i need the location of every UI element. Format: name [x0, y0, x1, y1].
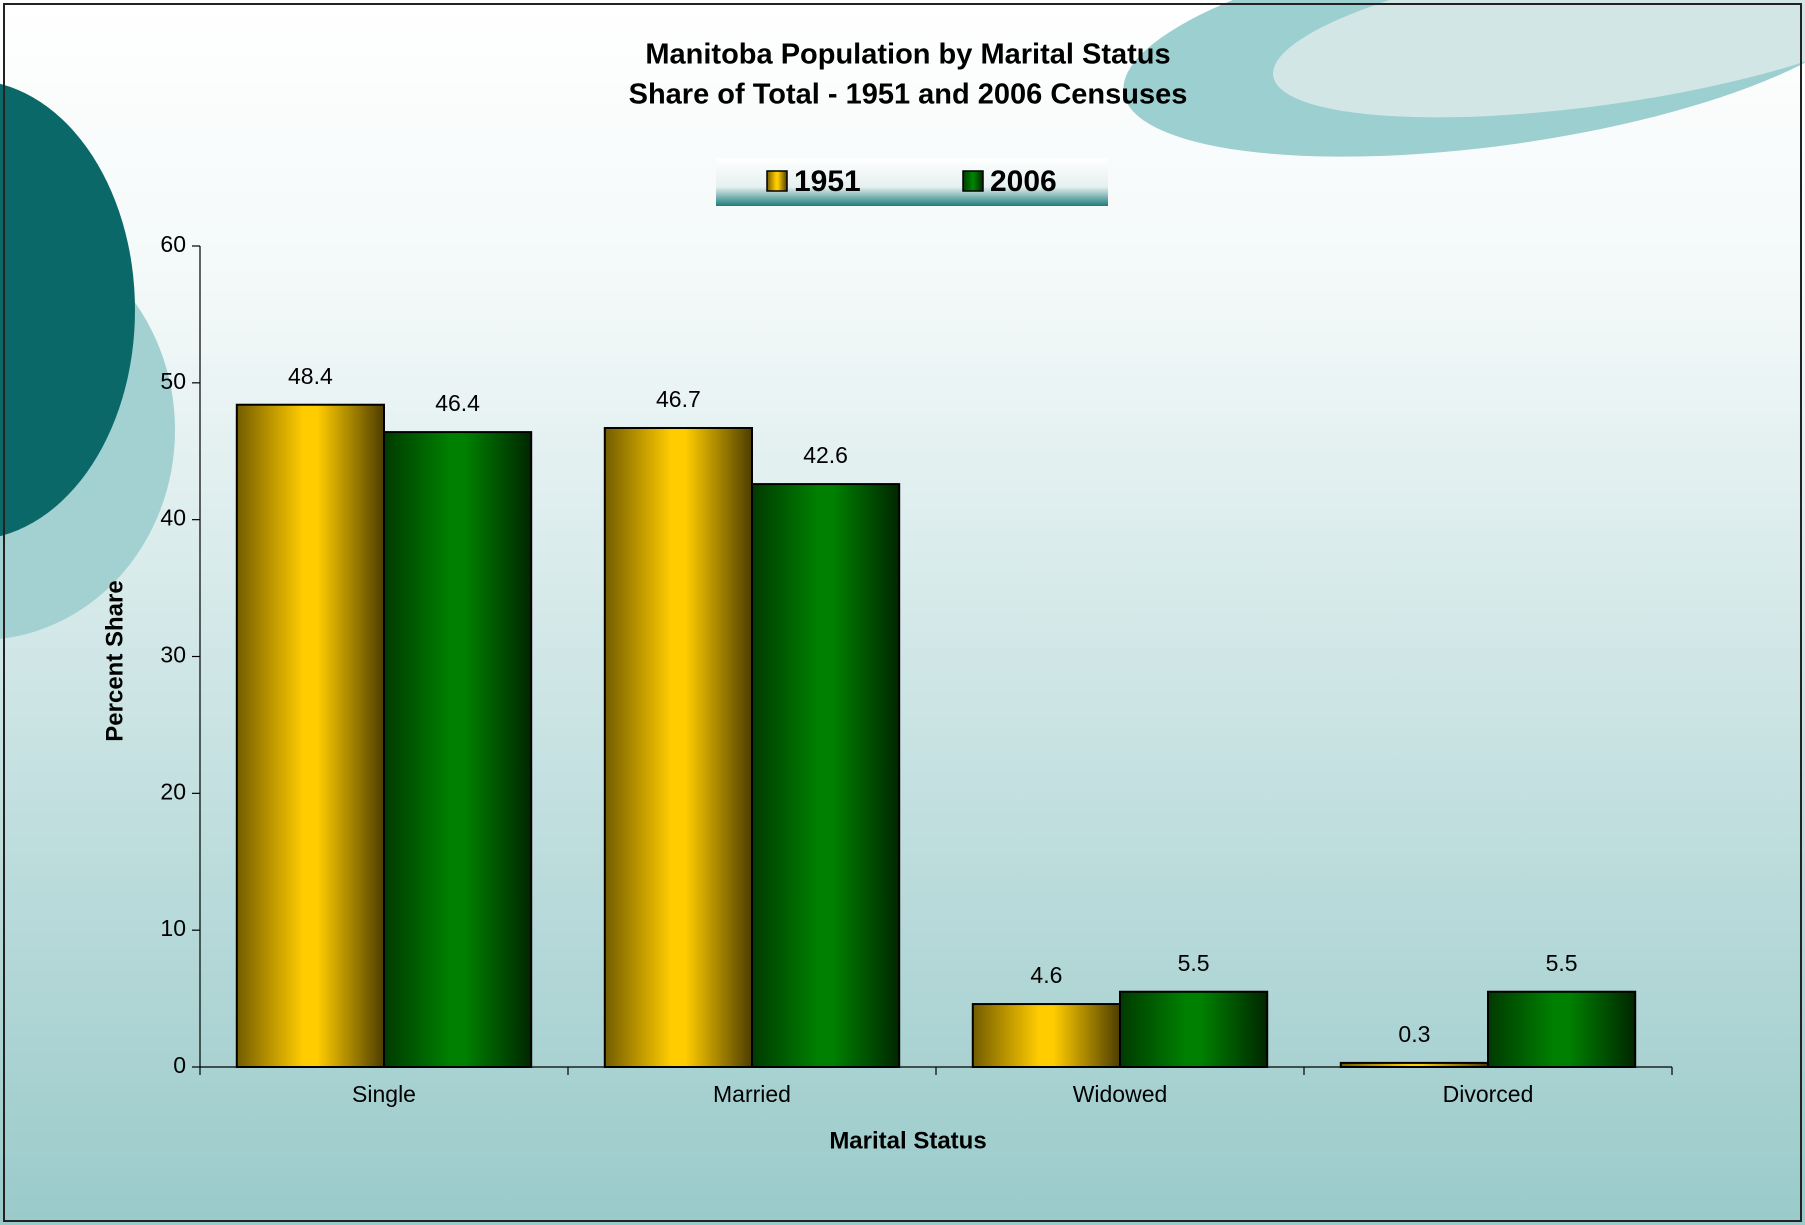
y-tick-label: 50 — [160, 368, 186, 394]
y-tick-label: 30 — [160, 642, 186, 668]
y-tick-label: 40 — [160, 505, 186, 531]
data-label: 5.5 — [1546, 950, 1578, 976]
data-label: 46.7 — [656, 386, 701, 412]
y-tick-label: 10 — [160, 915, 186, 941]
bar — [235, 403, 385, 1068]
y-tick-label: 0 — [173, 1052, 186, 1078]
legend-swatch — [766, 170, 788, 192]
bar — [1339, 1061, 1490, 1069]
x-tick-label: Widowed — [1073, 1081, 1168, 1107]
x-tick-label: Married — [713, 1081, 791, 1107]
y-axis-title: Percent Share — [101, 580, 128, 741]
bar — [971, 1003, 1121, 1068]
data-label: 42.6 — [803, 442, 848, 468]
bar — [603, 426, 753, 1068]
legend-label: 2006 — [990, 165, 1057, 198]
x-tick-label: Single — [352, 1081, 416, 1107]
x-axis-title: Marital Status — [829, 1127, 986, 1154]
decor — [1273, 0, 1805, 118]
chart-subtitle: Share of Total - 1951 and 2006 Censuses — [629, 79, 1188, 111]
frame — [3, 3, 1802, 1222]
y-tick-label: 60 — [160, 231, 186, 257]
data-label: 4.6 — [1030, 962, 1062, 988]
bar — [1119, 990, 1269, 1068]
bar — [751, 483, 901, 1068]
y-tick-label: 20 — [160, 778, 186, 804]
bar — [1487, 990, 1637, 1068]
data-label: 48.4 — [288, 363, 333, 389]
legend-swatch — [962, 170, 984, 192]
data-label: 46.4 — [435, 390, 480, 416]
decor — [0, 83, 135, 537]
bar — [383, 431, 533, 1068]
data-label: 0.3 — [1398, 1021, 1430, 1047]
legend-label: 1951 — [794, 165, 861, 198]
x-tick-label: Divorced — [1443, 1081, 1534, 1107]
data-label: 5.5 — [1178, 950, 1210, 976]
chart-title: Manitoba Population by Marital Status — [645, 39, 1170, 71]
